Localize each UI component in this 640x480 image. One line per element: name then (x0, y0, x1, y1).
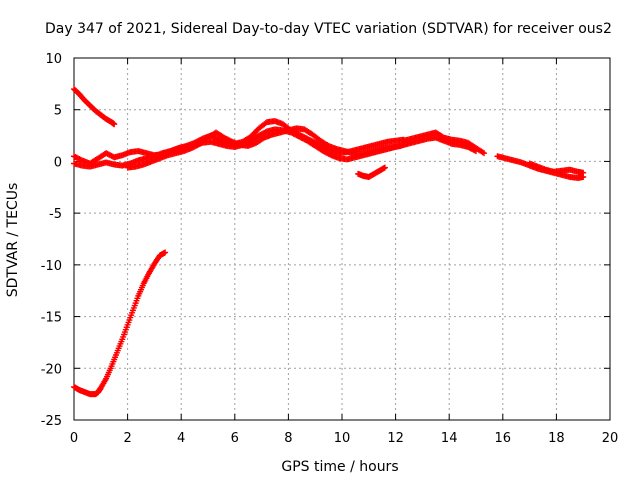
x-tick-label: 6 (231, 431, 239, 446)
x-tick-label: 16 (495, 431, 512, 446)
series-arc-far-right (494, 153, 587, 181)
series-arc-descending-ascending (71, 249, 169, 398)
data-point (580, 169, 587, 176)
data-point (381, 164, 388, 171)
x-tick-label: 10 (334, 431, 351, 446)
y-tick-label: 10 (45, 52, 62, 67)
series-arc-upper-left (71, 86, 118, 128)
axis-ticks: 0 2 4 6 8 10 12 14 16 18 20 -25 -20 -15 -10 -5 0 5 10 (41, 52, 619, 446)
x-tick-label: 12 (387, 431, 404, 446)
series-arc-main-c (124, 125, 404, 171)
x-tick-label: 20 (602, 431, 619, 446)
y-tick-label: -20 (41, 362, 62, 377)
y-tick-label: 5 (54, 104, 62, 119)
data-point (473, 148, 479, 155)
data-point (162, 249, 169, 256)
series-arc-small (355, 164, 388, 180)
y-tick-label: -25 (41, 414, 62, 429)
y-tick-label: -15 (41, 311, 62, 326)
series-arc-right-b (400, 134, 479, 155)
x-tick-label: 2 (123, 431, 131, 446)
data-points (71, 86, 587, 398)
y-tick-label: -5 (49, 207, 62, 222)
x-tick-label: 18 (548, 431, 565, 446)
series-arc-far-right-b (526, 160, 587, 176)
y-axis-label: SDTVAR / TECUs (5, 183, 21, 298)
x-tick-label: 0 (70, 431, 78, 446)
x-tick-label: 4 (177, 431, 185, 446)
y-tick-label: -10 (41, 259, 62, 274)
data-point (481, 150, 488, 157)
y-tick-label: 0 (54, 155, 62, 170)
chart-title: Day 347 of 2021, Sidereal Day-to-day VTE… (45, 21, 612, 37)
x-tick-label: 14 (441, 431, 458, 446)
x-axis-label: GPS time / hours (281, 459, 398, 475)
x-tick-label: 8 (284, 431, 292, 446)
data-point (111, 121, 118, 128)
grid-lines (74, 58, 610, 420)
